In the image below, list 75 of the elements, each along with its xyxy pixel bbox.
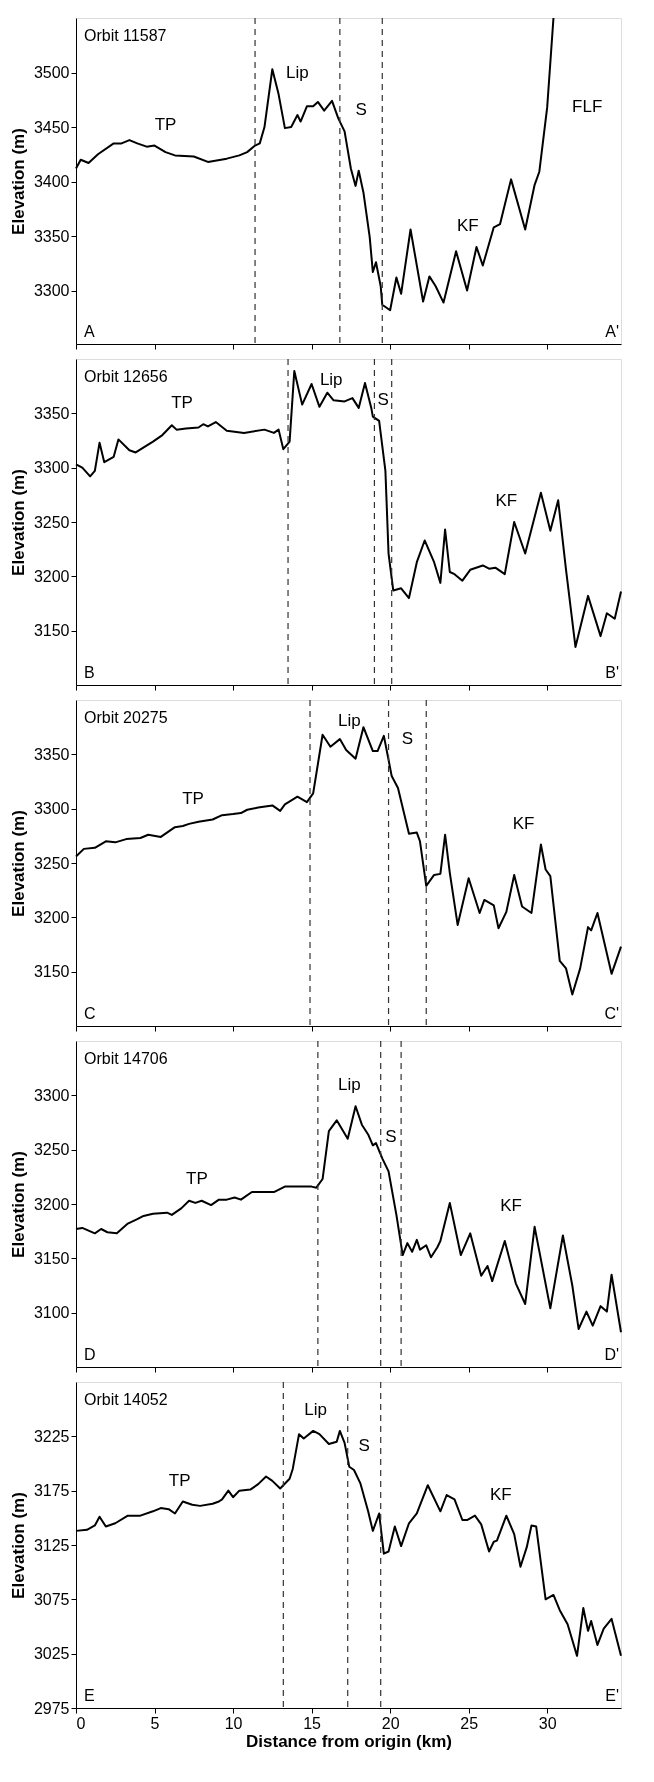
annotation: TP (171, 393, 193, 413)
x-tick-label: 0 (76, 1714, 86, 1732)
text: Orbit 14706 (84, 1050, 168, 1067)
y-tick-label: 3125 (33, 1536, 70, 1554)
text: Orbit 12656 (84, 368, 168, 385)
y-tick-label: 3300 (33, 282, 70, 300)
annotation: Lip (304, 1399, 327, 1419)
y-tick-label: 3150 (33, 622, 70, 640)
y-tick-label: 3300 (33, 1086, 70, 1104)
x-tick-label: 25 (460, 1714, 479, 1732)
y-tick-label: 3250 (33, 1141, 70, 1159)
annotation: KF (489, 1484, 512, 1504)
y-tick-label: 3200 (33, 908, 70, 926)
y-tick-label: 3300 (33, 459, 70, 477)
y-tick-label: 3200 (33, 1195, 70, 1213)
y-tick-label: 3225 (33, 1427, 70, 1445)
annotation: FLF (572, 96, 603, 116)
annotation: A (84, 323, 95, 340)
annotation: KF (495, 491, 518, 510)
y-tick-label: 2975 (33, 1699, 70, 1717)
y-tick-label: 3500 (33, 64, 70, 82)
y-tick-label: 3150 (33, 1249, 70, 1267)
text: Orbit 20275 (84, 709, 168, 726)
x-tick-label: 10 (224, 1714, 243, 1732)
y-tick-label: 3100 (33, 1304, 70, 1322)
y-tick-label: 3400 (33, 173, 70, 191)
y-tick-label: 3350 (33, 745, 70, 763)
y-tick-label: 3025 (33, 1645, 70, 1663)
annotation: C' (604, 1005, 619, 1022)
annotation: A' (605, 323, 619, 340)
annotation: S (355, 100, 367, 120)
x-tick-label: 30 (538, 1714, 557, 1732)
y-tick-label: 3075 (33, 1590, 70, 1608)
x-tick-label: 5 (150, 1714, 160, 1732)
y-tick-label: 3350 (33, 404, 70, 422)
annotation: KF (512, 813, 535, 833)
y-tick-label: 3350 (33, 227, 70, 245)
annotation: TP (186, 1168, 208, 1188)
annotation: Lip (337, 711, 361, 730)
y-tick-label: 3150 (33, 963, 70, 981)
annotation: TP (182, 788, 204, 808)
y-axis-title: Elevation (m) (8, 810, 28, 917)
annotation: E (84, 1687, 95, 1704)
y-axis-title: Elevation (m) (8, 469, 28, 576)
annotation: D (84, 1346, 96, 1363)
x-axis-title: Distance from origin (km) (246, 1731, 452, 1751)
annotation: E' (605, 1687, 619, 1704)
y-tick-label: 3250 (33, 854, 70, 872)
annotation: C (84, 1005, 96, 1022)
x-tick-label: 20 (381, 1714, 400, 1732)
y-tick-label: 3175 (33, 1482, 70, 1500)
text: Orbit 14052 (84, 1391, 168, 1408)
x-tick-label: 15 (303, 1714, 322, 1732)
annotation: B (84, 664, 95, 681)
annotation: Lip (286, 63, 309, 83)
y-axis-title: Elevation (m) (8, 128, 28, 235)
annotation: S (401, 728, 414, 748)
annotation: TP (154, 114, 177, 134)
annotation: KF (500, 1195, 522, 1215)
annotation: S (385, 1127, 397, 1147)
annotation: B' (605, 664, 619, 681)
y-tick-label: 3250 (33, 513, 70, 531)
annotation: S (358, 1435, 370, 1455)
text: Orbit 11587 (84, 27, 167, 44)
annotation: S (377, 389, 389, 409)
annotation: KF (457, 215, 479, 235)
y-tick-label: 3450 (33, 118, 70, 136)
annotation: TP (168, 1470, 191, 1490)
annotation: Lip (337, 1075, 361, 1095)
y-tick-label: 3200 (33, 567, 70, 585)
annotation: D' (604, 1346, 619, 1363)
y-axis-title: Elevation (m) (8, 1492, 28, 1599)
annotation: Lip (319, 370, 343, 389)
y-axis-title: Elevation (m) (8, 1151, 28, 1258)
y-tick-label: 3300 (33, 800, 70, 818)
